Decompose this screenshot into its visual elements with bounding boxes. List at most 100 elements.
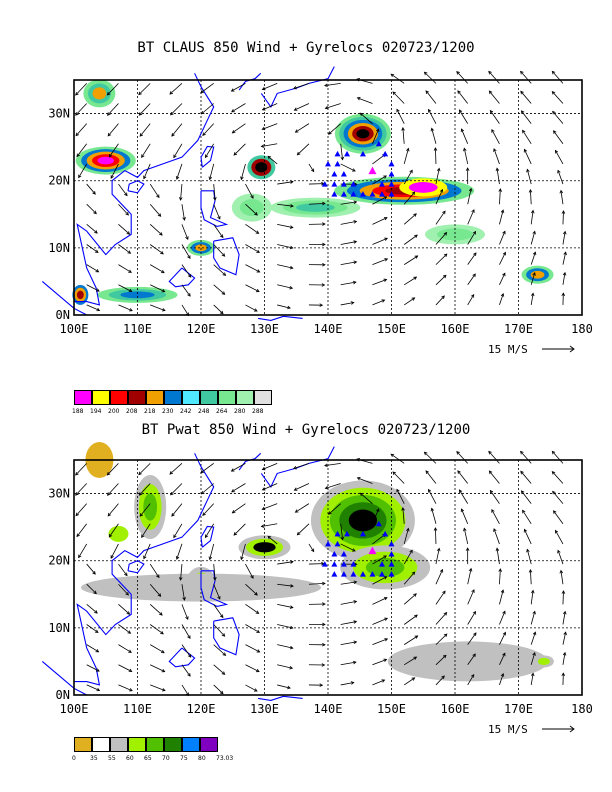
wind-vector (372, 659, 387, 666)
coastline (200, 145, 215, 168)
wind-vector-head (107, 112, 111, 116)
wind-vector-head (128, 269, 132, 273)
wind-vector-head (532, 652, 536, 656)
wind-vector (372, 196, 387, 205)
gyreloc-triangle (331, 551, 338, 557)
gyreloc-triangle (340, 181, 347, 187)
legend-label: 60 (126, 755, 134, 762)
wind-vector-head (126, 611, 131, 615)
wind-vector-head (202, 512, 206, 516)
wind-vector (231, 103, 246, 113)
wind-vector-head (552, 110, 556, 115)
wind-vector (143, 543, 151, 559)
wind-vector (435, 527, 437, 544)
wind-vector (150, 284, 165, 292)
wind-vector-head (423, 71, 428, 76)
wind-vector-head (267, 155, 272, 160)
wind-vector (553, 510, 564, 525)
gyreloc-triangle (359, 530, 366, 537)
wind-vector (324, 462, 341, 466)
wind-vector-head (96, 307, 101, 312)
wind-vector (267, 535, 278, 545)
wind-vector-head (108, 533, 113, 538)
wind-vector-head (217, 595, 221, 600)
wind-vector-head (204, 154, 209, 159)
wind-vector (551, 471, 564, 484)
x-tick-label: 110E (123, 702, 152, 716)
wind-vector (524, 529, 532, 545)
wind-vector-head (75, 91, 79, 96)
wind-vector (390, 453, 405, 464)
wind-vector-head (322, 622, 326, 627)
gyreloc-triangle (382, 150, 389, 157)
wind-vector-head (340, 536, 345, 541)
wind-vector-head (356, 97, 361, 101)
gyreloc-triangle (325, 540, 331, 547)
gyreloc-triangle (388, 191, 395, 197)
shading-region (239, 199, 264, 216)
wind-vector-head (502, 272, 506, 277)
wind-vector (138, 483, 151, 496)
coastline (168, 267, 196, 288)
wind-vector-head (78, 554, 82, 559)
wind-vector (562, 632, 567, 645)
wind-vector (560, 570, 564, 585)
wind-vector-head (322, 201, 326, 206)
wind-vector-head (562, 230, 567, 235)
wind-vector (308, 163, 315, 172)
wind-vector-head (392, 91, 397, 96)
wind-vector (529, 189, 532, 205)
wind-vector (562, 652, 566, 665)
wind-vector-head (470, 673, 475, 678)
wind-vector (86, 244, 99, 253)
wind-vector-head (551, 70, 556, 75)
wind-vector (308, 543, 315, 552)
legend-swatch (92, 737, 110, 752)
wind-vector (340, 281, 356, 286)
wind-vector-head (443, 231, 448, 236)
wind-vector (245, 304, 258, 312)
wind-vector-head (559, 189, 564, 194)
wind-vector (340, 241, 357, 245)
x-tick-label: 160E (441, 322, 470, 336)
wind-vector (431, 508, 437, 524)
wind-vector (435, 275, 447, 286)
wind-vector-head (384, 617, 388, 621)
wind-vector-head (110, 175, 114, 179)
legend-label: 55 (108, 755, 116, 762)
wind-vector (435, 295, 445, 306)
wind-vector-head (95, 649, 100, 653)
wind-vector (403, 656, 417, 666)
wind-vector-head (76, 533, 80, 538)
coastline (200, 190, 229, 227)
wind-vector (340, 601, 357, 605)
wind-vector-head (471, 589, 475, 593)
panel2-title: BT Pwat 850 Wind + Gyrelocs 020723/1200 (141, 422, 471, 438)
wind-vector-head (353, 240, 358, 244)
wind-vector-head (255, 610, 260, 614)
wind-vector-head (324, 485, 329, 490)
wind-vector (277, 664, 293, 669)
wind-vector (181, 624, 191, 639)
wind-vector-head (240, 556, 244, 561)
wind-vector (372, 258, 388, 266)
wind-vector-head (359, 492, 364, 497)
wind-vector (143, 163, 151, 179)
wind-vector-head (289, 605, 294, 609)
wind-vector (261, 143, 278, 147)
wind-vector-head (436, 547, 441, 552)
wind-vector-head (200, 469, 204, 474)
wind-vector-head (161, 649, 165, 654)
wind-vector-head (376, 128, 380, 133)
gyreloc-triangle (340, 171, 347, 177)
wind-vector-head (522, 509, 526, 514)
wind-vector (213, 684, 224, 694)
wind-vector-head (384, 237, 388, 241)
wind-vector-head (208, 556, 213, 561)
wind-vector (403, 550, 413, 565)
x-tick-label: 180 (571, 702, 593, 716)
wind-vector (467, 231, 476, 245)
wind-vector (86, 284, 100, 292)
wind-vector-head (439, 568, 444, 573)
typhoon-symbol (258, 544, 265, 551)
